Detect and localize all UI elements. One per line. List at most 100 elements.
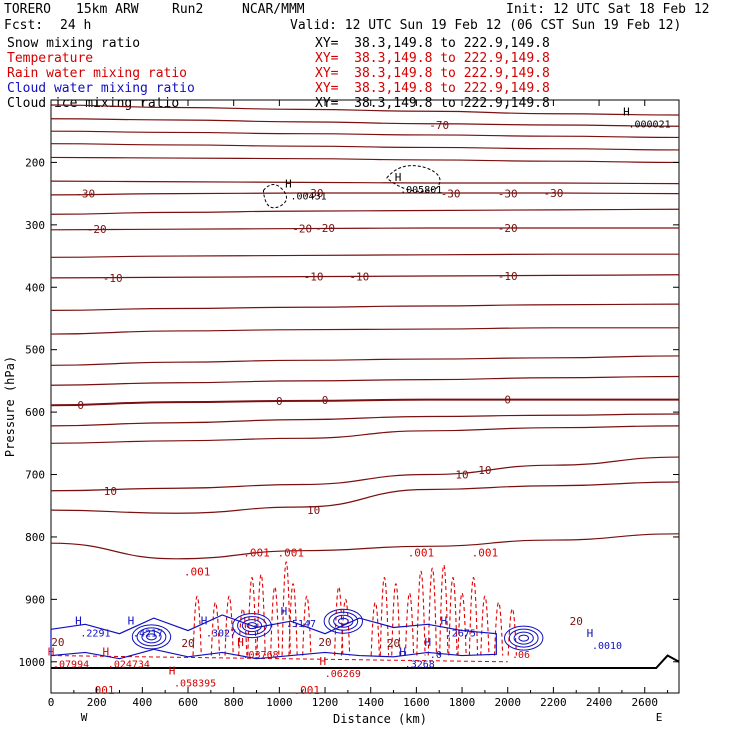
x-tick-label: 2000 [494, 696, 521, 709]
cloud-water-contour [50, 614, 497, 660]
temperature-label: -30 [304, 187, 324, 200]
high-value-label: .024734 [108, 660, 150, 671]
x-tick-label: 2400 [586, 696, 613, 709]
temperature-label: -70 [429, 119, 449, 132]
high-value-label: .07994 [53, 660, 89, 671]
rain-water-label: .001 [88, 684, 115, 697]
cloud-water-contour [333, 614, 354, 628]
rain-water-contour [224, 596, 234, 656]
x-tick-label: 400 [132, 696, 152, 709]
model-name: TORERO [4, 2, 51, 17]
high-value-label: .5147 [286, 619, 316, 630]
high-marker: H [102, 646, 109, 659]
high-marker: H [128, 614, 135, 627]
temperature-contour [50, 274, 680, 279]
cloud-water-contour [246, 622, 258, 630]
temperature-label: -30 [75, 188, 95, 201]
x-tick-label: 2200 [540, 696, 567, 709]
high-value-label: .06 [512, 650, 530, 661]
temperature-label: 0 [504, 394, 511, 407]
rain-water-contour [288, 583, 298, 656]
rain-water-contour [427, 567, 438, 656]
temperature-contour [50, 208, 680, 215]
temperature-contour [50, 327, 679, 335]
temperature-label: 20 [318, 636, 331, 649]
temperature-contour [50, 375, 680, 386]
temperature-contour [50, 253, 679, 258]
high-marker: H [237, 636, 244, 649]
cloud-water-contour [518, 634, 530, 642]
field-xy-snow: XY= 38.3,149.8 to 222.9,149.8 [315, 36, 550, 51]
cloud-water-contour [513, 631, 534, 645]
cloud-water-contour [504, 625, 544, 651]
high-marker: H [319, 655, 326, 668]
x-end-label-west: W [81, 711, 88, 724]
fcst-value: 24 h [60, 18, 92, 33]
y-tick-label: 500 [25, 344, 45, 357]
temperature-label: -10 [498, 270, 518, 283]
high-marker: H [587, 627, 594, 640]
y-tick-label: 300 [25, 219, 45, 232]
high-marker: H [201, 614, 208, 627]
high-value-label: .0010 [592, 641, 622, 652]
temperature-contour [50, 156, 680, 164]
snow-contour [386, 165, 441, 192]
y-tick-label: 1000 [19, 656, 46, 669]
high-value-label: .0 [430, 650, 442, 661]
high-value-label: .3027 [206, 628, 236, 639]
x-tick-label: 1800 [449, 696, 476, 709]
run-label: Run2 [172, 2, 204, 17]
temperature-label: -30 [543, 187, 563, 200]
temperature-contour [50, 143, 680, 151]
x-tick-label: 2600 [631, 696, 658, 709]
temperature-contour [50, 180, 680, 185]
rain-water-contour [379, 577, 390, 656]
rain-water-contour [404, 592, 415, 656]
rain-water-contour [468, 577, 479, 656]
cloud-water-contour [131, 624, 172, 650]
cloud-water-contour [237, 616, 267, 636]
high-value-label: .058395 [174, 678, 216, 689]
rain-water-contour [334, 586, 344, 656]
temperature-label: -10 [304, 271, 324, 284]
rain-water-contour [302, 596, 312, 656]
high-marker: H [395, 171, 402, 184]
rain-water-contour [210, 602, 221, 656]
high-value-label: .03768 [243, 650, 279, 661]
rain-water-contour [457, 592, 467, 656]
temperature-contour [50, 118, 680, 127]
rain-water-contour [270, 586, 280, 656]
cloud-water-contour [323, 608, 364, 634]
high-value-label: .2291 [80, 628, 110, 639]
temperature-label: 10 [104, 485, 117, 498]
y-tick-label: 400 [25, 281, 45, 294]
field-xy-rain: XY= 38.3,149.8 to 222.9,149.8 [315, 66, 550, 81]
temperature-contour [50, 481, 680, 514]
high-value-label: .005801 [400, 185, 442, 196]
plot-frame [50, 99, 680, 694]
temperature-label: 20 [51, 636, 64, 649]
high-value-label: .4217 [133, 628, 163, 639]
cloud-water-contour [141, 630, 162, 644]
field-name-temperature: Temperature [7, 51, 94, 66]
field-xy-temperature: XY= 38.3,149.8 to 222.9,149.8 [315, 51, 550, 66]
high-value-label: .00431 [290, 191, 326, 202]
x-tick-label: 800 [224, 696, 244, 709]
temperature-contour [50, 425, 680, 444]
temperature-label: 10 [455, 469, 468, 482]
temperature-label: 20 [570, 615, 583, 628]
rain-water-label: .001 [472, 547, 499, 560]
high-marker: H [48, 646, 55, 659]
temperature-label: 0 [77, 399, 84, 412]
temperature-contour [50, 533, 680, 560]
high-marker: H [169, 664, 176, 677]
rain-water-label: .001 [184, 565, 211, 578]
temperature-contour [50, 456, 680, 492]
rain-water-contour [247, 577, 257, 656]
rain-water-label: .001 [294, 684, 321, 697]
rain-water-label: .001 [408, 547, 435, 560]
temperature-label: -20 [292, 223, 312, 236]
x-tick-label: 1200 [312, 696, 339, 709]
high-value-label: .3268 [405, 660, 435, 671]
